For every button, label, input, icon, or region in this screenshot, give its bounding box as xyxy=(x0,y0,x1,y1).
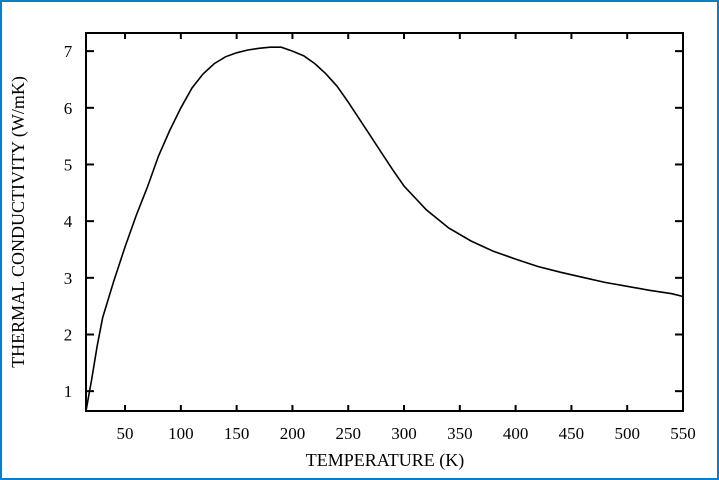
x-tick-label: 50 xyxy=(117,424,134,443)
axis-ticks: 50 100 150 200 250 300 350 400 450 500 550 1 2 3 4 5 6 7 xyxy=(64,33,696,443)
x-tick-label: 450 xyxy=(559,424,585,443)
y-tick-label: 5 xyxy=(64,155,73,174)
y-tick-label: 2 xyxy=(64,325,73,344)
x-tick-label: 400 xyxy=(503,424,529,443)
y-tick-label: 1 xyxy=(64,382,73,401)
x-tick-label: 250 xyxy=(335,424,361,443)
y-tick-label: 7 xyxy=(64,42,73,61)
y-tick-label: 6 xyxy=(64,99,73,118)
data-line xyxy=(85,46,684,412)
y-tick-label: 3 xyxy=(64,269,73,288)
x-tick-label: 200 xyxy=(280,424,306,443)
x-axis-label: TEMPERATURE (K) xyxy=(306,450,465,471)
x-tick-label: 500 xyxy=(614,424,640,443)
x-tick-label: 300 xyxy=(391,424,417,443)
plot-area-frame xyxy=(85,32,684,412)
x-tick-label: 550 xyxy=(670,424,696,443)
y-tick-label: 4 xyxy=(64,212,73,231)
x-tick-label: 350 xyxy=(447,424,473,443)
x-tick-label: 150 xyxy=(224,424,250,443)
y-axis-label: THERMAL CONDUCTIVITY (W/mK) xyxy=(8,76,29,368)
x-tick-label: 100 xyxy=(168,424,194,443)
